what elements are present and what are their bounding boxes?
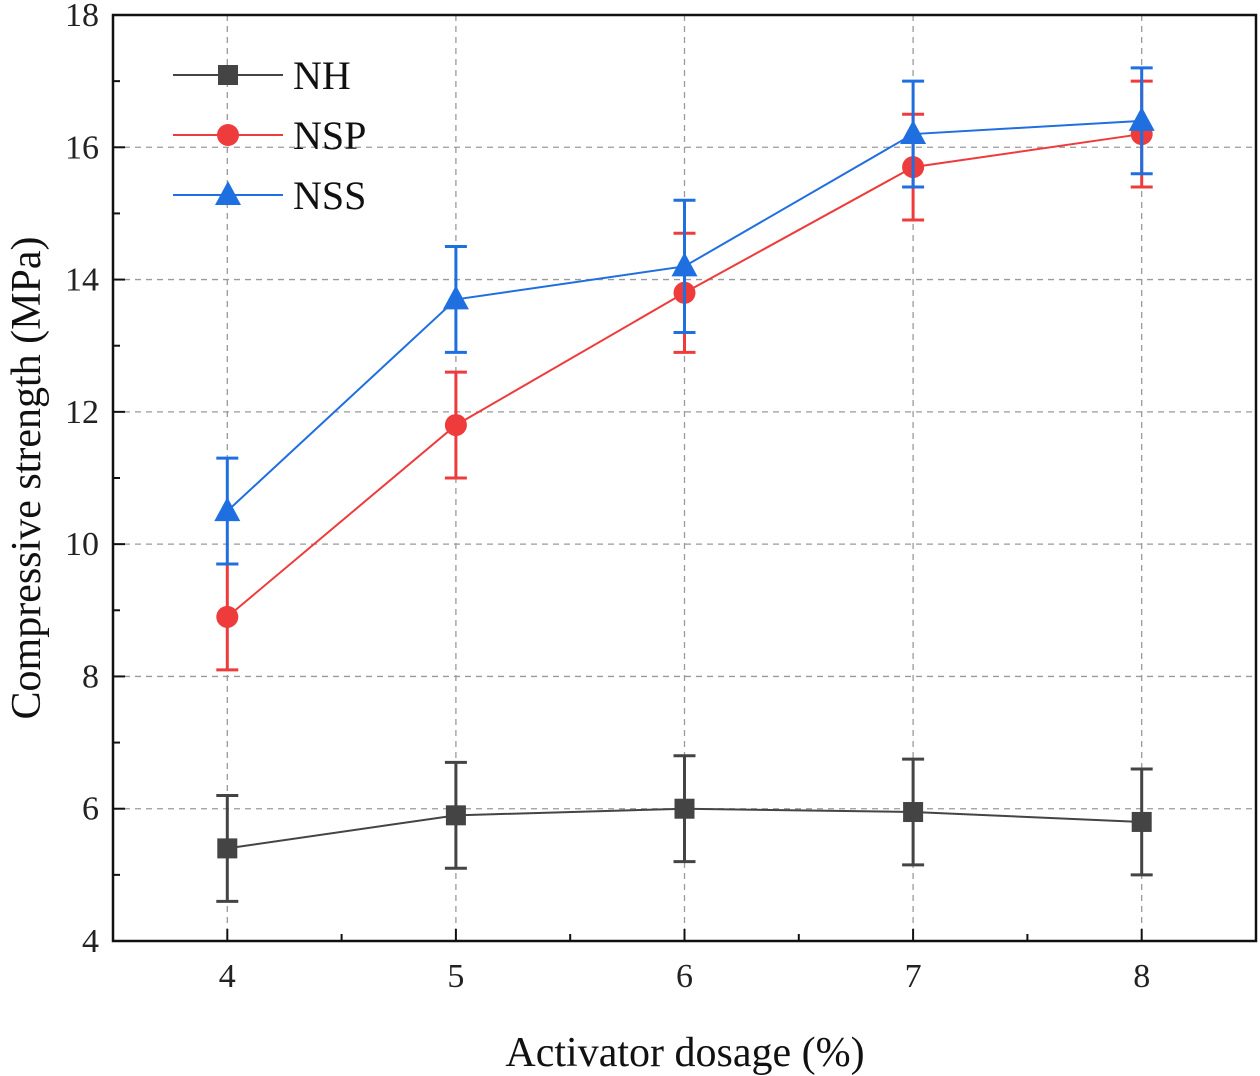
x-tick-label: 4 [219, 958, 236, 995]
legend: NH NSP NSS [173, 53, 366, 218]
x-axis-title: Activator dosage (%) [505, 1030, 864, 1076]
y-tick-label: 18 [65, 0, 99, 34]
y-axis-title: Compressive strength (MPa) [4, 237, 50, 720]
y-tick-label: 4 [82, 923, 99, 960]
y-tick-label: 8 [82, 658, 99, 695]
x-tick-label: 7 [905, 958, 922, 995]
legend-marker [218, 65, 238, 85]
legend-label: NSP [293, 113, 366, 158]
data-point [900, 120, 927, 145]
legend-label: NH [293, 53, 351, 98]
legend-label: NSS [293, 173, 366, 218]
x-tick-label: 8 [1133, 958, 1150, 995]
data-point [1128, 106, 1155, 131]
data-point [445, 805, 466, 826]
legend-marker [215, 181, 241, 205]
series-layer [214, 66, 1155, 903]
data-point [442, 285, 469, 310]
data-point [1131, 811, 1152, 832]
series-nh [216, 754, 1153, 903]
series-nss [214, 66, 1155, 566]
legend-item-nss: NSS [173, 173, 366, 218]
data-point [217, 838, 238, 859]
legend-item-nsp: NSP [173, 113, 366, 158]
data-point [444, 414, 467, 437]
y-tick-label: 12 [65, 394, 99, 431]
data-point [671, 252, 698, 277]
y-tick-label: 16 [65, 129, 99, 166]
data-point [903, 802, 924, 823]
axis-ticks: 4 6 8 10 12 14 16 18 4 5 6 7 8 [65, 0, 1150, 995]
data-point [216, 605, 239, 628]
data-point [674, 798, 695, 819]
y-tick-label: 14 [65, 262, 99, 299]
x-tick-label: 6 [676, 958, 693, 995]
legend-marker [217, 124, 239, 146]
x-tick-label: 5 [447, 958, 464, 995]
data-point [214, 497, 241, 522]
legend-item-nh: NH [173, 53, 351, 98]
y-tick-label: 6 [82, 791, 99, 828]
y-tick-label: 10 [65, 526, 99, 563]
